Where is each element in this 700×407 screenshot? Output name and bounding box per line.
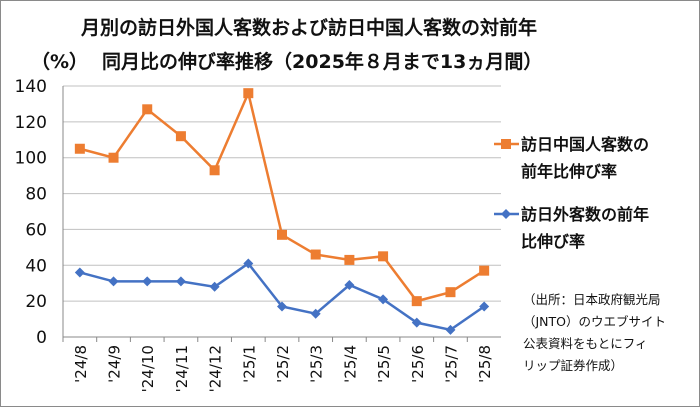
x-tick-label: '25/8 — [476, 345, 494, 383]
data-point — [310, 249, 321, 260]
chart-title-line-2-text: 同月比の伸び率推移（2025年８月まで13ヵ月間） — [102, 51, 543, 73]
chart-title-line-1: 月別の訪日外国人客数および訪日中国人客数の対前年 — [81, 17, 538, 39]
data-point — [108, 152, 119, 163]
legend-label-china-1: 訪日中国人客数の — [521, 135, 650, 154]
data-point — [411, 296, 422, 307]
x-tick-label: '24/12 — [207, 345, 225, 392]
data-point — [142, 276, 153, 287]
data-point — [411, 317, 422, 328]
data-point — [479, 301, 490, 312]
legend-label-total-2: 比伸び率 — [521, 232, 586, 251]
source-line: リップ証券作成） — [523, 358, 624, 373]
legend-label-china-2: 前年比伸び率 — [521, 162, 618, 181]
data-point — [277, 229, 287, 240]
x-tick-label: '24/11 — [173, 345, 191, 392]
y-tick-label: 80 — [25, 185, 47, 205]
x-tick-label: '24/10 — [139, 345, 157, 392]
y-tick-label: 100 — [15, 149, 47, 169]
series-line — [79, 261, 485, 332]
y-tick-label: 40 — [25, 256, 47, 276]
data-point — [378, 294, 389, 305]
data-point — [479, 265, 490, 276]
y-tick-label: 0 — [36, 328, 47, 348]
source-line: 公表資料をもとにフィ — [523, 336, 648, 351]
source-note: （出所：日本政府観光局 （JNTO）のウエブサイト 公表資料をもとにフィ リップ… — [523, 289, 693, 377]
data-point — [74, 143, 85, 154]
legend-item-china: 訪日中国人客数の 前年比伸び率 — [521, 131, 649, 185]
data-point — [277, 301, 287, 312]
legend-item-total: 訪日外客数の前年 比伸び率 — [521, 201, 649, 255]
legend-marker — [501, 209, 511, 219]
data-point — [445, 287, 456, 298]
series-line — [79, 89, 485, 303]
y-tick-label: 120 — [15, 113, 47, 133]
x-tick-label: '25/4 — [341, 345, 359, 383]
data-point — [310, 308, 321, 319]
data-point — [108, 276, 119, 287]
y-tick-label: 60 — [25, 220, 47, 240]
x-tick-label: '24/8 — [72, 345, 90, 383]
data-point — [344, 254, 355, 265]
data-point — [445, 324, 456, 335]
data-point — [175, 276, 186, 287]
y-axis-label: （%） — [31, 51, 89, 73]
data-point — [142, 104, 153, 115]
x-tick-label: '25/5 — [375, 345, 393, 383]
y-tick-label: 140 — [15, 77, 47, 97]
source-line: （JNTO）のウエブサイト — [523, 314, 667, 329]
data-point — [243, 88, 254, 99]
data-point — [209, 165, 220, 176]
source-line: （出所：日本政府観光局 — [523, 292, 661, 307]
data-point — [344, 280, 355, 291]
x-tick-label: '25/6 — [409, 345, 427, 383]
legend-label-total-1: 訪日外客数の前年 — [521, 205, 650, 224]
x-tick-label: '24/9 — [106, 345, 124, 383]
x-tick-label: '25/3 — [308, 345, 326, 383]
x-tick-label: '25/2 — [274, 345, 292, 383]
x-tick-label: '25/1 — [240, 345, 258, 383]
data-point — [74, 267, 85, 278]
y-tick-label: 20 — [25, 292, 47, 312]
data-point — [243, 258, 254, 269]
chart-title-line-2: （%） 同月比の伸び率推移（2025年８月まで13ヵ月間） — [31, 47, 542, 74]
data-point — [378, 251, 389, 262]
data-point — [175, 131, 186, 142]
x-tick-label: '25/7 — [442, 345, 460, 383]
legend-marker — [501, 139, 511, 149]
data-point — [209, 281, 220, 292]
